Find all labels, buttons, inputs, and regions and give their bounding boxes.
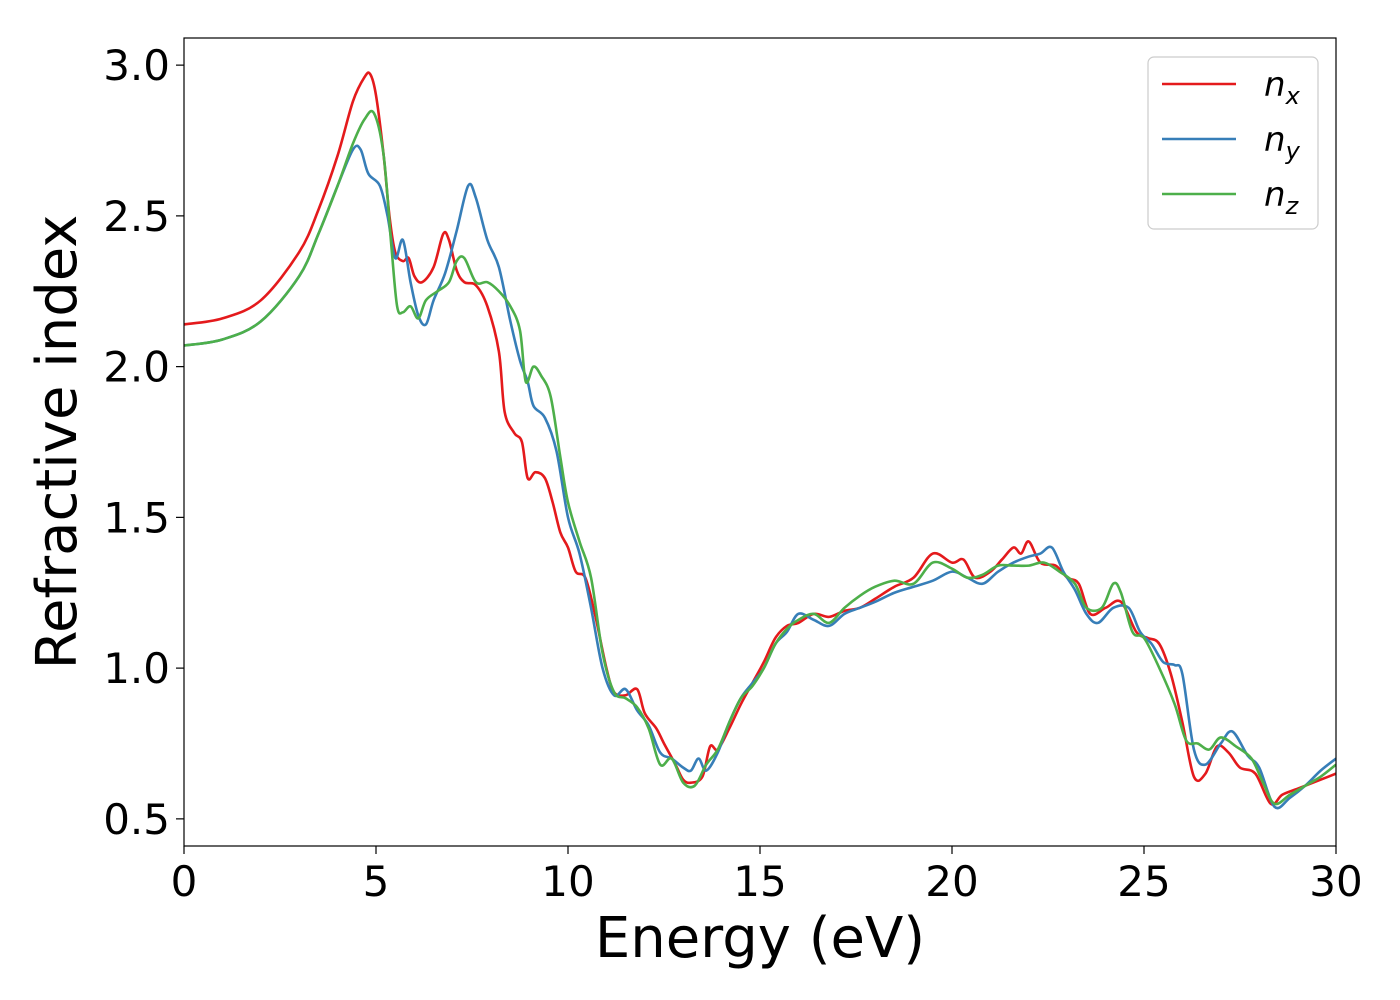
x-tick-label: 20 — [925, 857, 978, 906]
legend-label-subscript: y — [1285, 137, 1301, 165]
legend-label-subscript: x — [1285, 82, 1301, 110]
x-tick-label: 30 — [1309, 857, 1362, 906]
legend-box — [1147, 56, 1319, 230]
x-tick-label: 10 — [541, 857, 594, 906]
legend-label-ny: ny — [1264, 120, 1301, 165]
legend-label-nz: nz — [1264, 175, 1300, 220]
plot-background — [184, 38, 1336, 846]
legend-label-base: n — [1264, 175, 1286, 215]
y-tick-label: 3.0 — [103, 41, 170, 90]
legend-label-base: n — [1264, 65, 1286, 105]
y-axis-title: Refractive index — [25, 215, 90, 670]
legend-label-base: n — [1264, 120, 1286, 160]
series-line-nx — [184, 71, 1336, 806]
y-tick-label: 1.0 — [103, 644, 170, 693]
y-tick-label: 2.0 — [103, 343, 170, 392]
x-tick-label: 5 — [363, 857, 390, 906]
y-tick-label: 0.5 — [103, 795, 170, 844]
x-axis: 0 5 10 15 20 25 30 — [171, 846, 1363, 906]
series-line-nz — [184, 109, 1336, 806]
legend-label-subscript: z — [1285, 192, 1300, 220]
legend-label-nx: nx — [1264, 65, 1301, 110]
x-axis-title: Energy (eV) — [595, 906, 925, 971]
x-tick-label: 15 — [733, 857, 786, 906]
series-layer — [184, 71, 1336, 810]
y-tick-label: 2.5 — [103, 192, 170, 241]
x-tick-label: 0 — [171, 857, 198, 906]
y-tick-label: 1.5 — [103, 493, 170, 542]
x-tick-label: 25 — [1117, 857, 1170, 906]
y-axis: 0.5 1.0 1.5 2.0 2.5 3.0 — [103, 41, 184, 844]
